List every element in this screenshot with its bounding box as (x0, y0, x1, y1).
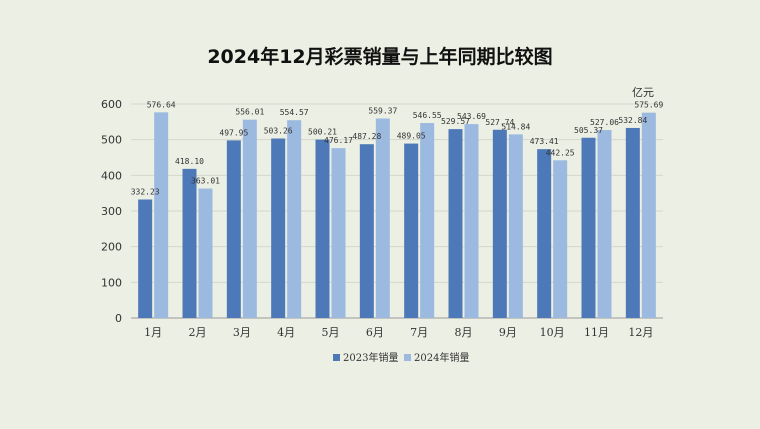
chart-title: 2024年12月彩票销量与上年同期比较图 (207, 46, 553, 68)
x-tick-label: 2月 (189, 326, 207, 339)
y-tick-label: 500 (101, 134, 122, 147)
bar-2023 (581, 137, 596, 318)
x-tick-label: 6月 (366, 326, 384, 339)
data-label: 575.69 (634, 101, 663, 110)
legend-label-2024: 2024年销量 (414, 351, 469, 364)
bars (138, 112, 656, 319)
y-tick-label: 0 (115, 312, 122, 325)
data-label: 527.06 (590, 118, 619, 127)
x-tick-label: 9月 (499, 326, 517, 339)
x-tick-label: 12月 (628, 326, 653, 339)
legend-swatch-2023 (333, 354, 340, 361)
bar-2023 (492, 129, 507, 318)
x-tick-label: 3月 (233, 326, 251, 339)
data-label: 487.28 (352, 132, 381, 141)
bar-2024 (420, 123, 435, 318)
x-tick-label: 4月 (277, 326, 295, 339)
data-label: 363.01 (191, 177, 220, 186)
x-tick-label: 8月 (455, 326, 473, 339)
data-label: 505.37 (574, 126, 603, 135)
legend-swatch-2024 (404, 354, 411, 361)
bar-2024 (508, 134, 523, 318)
bar-2024 (597, 130, 612, 318)
data-label: 529.57 (441, 117, 470, 126)
bar-2024 (242, 119, 257, 319)
data-label: 503.26 (264, 127, 293, 136)
y-axis-ticks: 0 100 200 300 400 500 600 (101, 98, 122, 325)
legend: 2023年销量 2024年销量 (333, 351, 469, 364)
data-label: 546.55 (413, 111, 442, 120)
bar-2024 (641, 112, 656, 319)
data-label: 527.74 (485, 118, 514, 127)
x-tick-label: 10月 (540, 326, 565, 339)
bar-2023 (537, 149, 552, 318)
bar-2024 (154, 112, 169, 319)
data-label: 576.64 (147, 100, 176, 109)
bar-2024 (553, 160, 568, 318)
y-tick-label: 200 (101, 241, 122, 254)
bar-2023 (226, 140, 241, 318)
bar-2023 (448, 129, 463, 318)
data-label: 476.17 (324, 136, 353, 145)
bar-2023 (625, 127, 640, 318)
data-label: 556.01 (235, 108, 264, 117)
data-label: 332.23 (131, 188, 160, 197)
bar-2023 (404, 143, 419, 318)
y-tick-label: 400 (101, 169, 122, 182)
x-axis-ticks: 1月 2月 3月 4月 5月 6月 7月 8月 9月 10月 11月 12月 (144, 326, 653, 339)
bar-2024 (464, 124, 479, 319)
data-label: 497.95 (219, 128, 248, 137)
unit-label: 亿元 (632, 86, 654, 99)
data-label: 473.41 (530, 137, 559, 146)
data-label: 543.69 (457, 112, 486, 121)
legend-label-2023: 2023年销量 (343, 351, 398, 364)
bar-2024 (375, 118, 390, 318)
bar-2024 (331, 148, 346, 318)
gridlines (131, 103, 663, 319)
data-label: 532.84 (618, 116, 647, 125)
data-label: 442.25 (546, 148, 575, 157)
y-tick-label: 100 (101, 276, 122, 289)
data-label: 489.05 (397, 132, 426, 141)
data-label: 559.37 (368, 106, 397, 115)
data-labels: 332.23 576.64 418.10 363.01 497.95 556.01 503.… (131, 100, 664, 196)
data-label: 514.84 (501, 122, 530, 131)
y-tick-label: 300 (101, 205, 122, 218)
data-label: 418.10 (175, 157, 204, 166)
x-tick-label: 5月 (322, 326, 340, 339)
bar-2023 (315, 139, 330, 318)
x-tick-label: 11月 (584, 326, 609, 339)
data-label: 554.57 (280, 108, 309, 117)
bar-2023 (359, 144, 374, 318)
x-tick-label: 1月 (144, 326, 162, 339)
bar-2024 (198, 188, 213, 318)
bar-2023 (138, 199, 153, 318)
bar-2024 (287, 120, 302, 318)
x-tick-label: 7月 (410, 326, 428, 339)
y-tick-label: 600 (101, 98, 122, 111)
data-label: 500.21 (308, 128, 337, 137)
bar-2023 (182, 168, 197, 318)
bar-2023 (271, 138, 286, 318)
